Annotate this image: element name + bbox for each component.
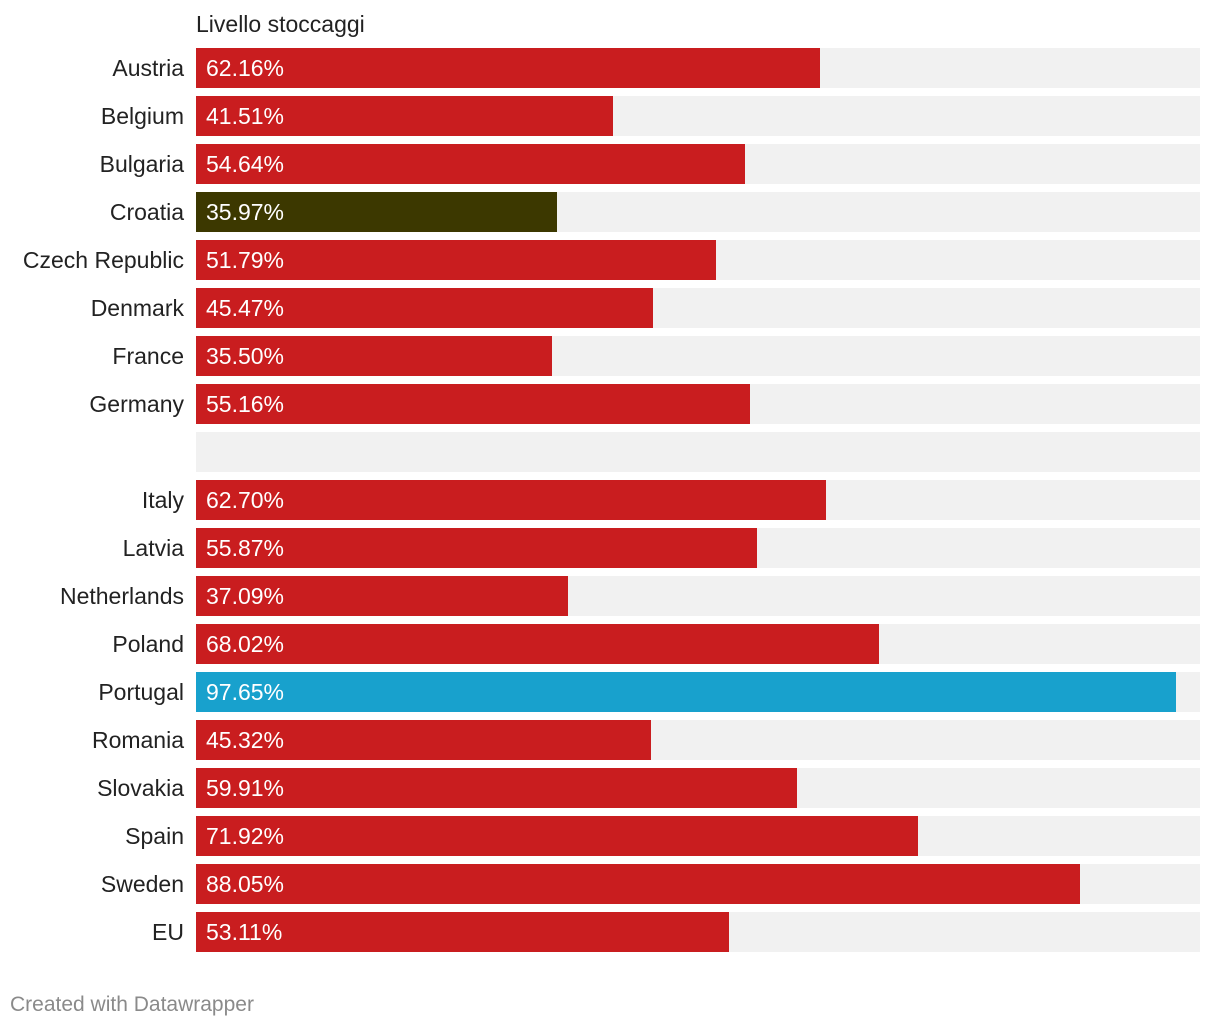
bar-row-netherlands: Netherlands 37.09% (0, 576, 1220, 616)
bar-row-latvia: Latvia 55.87% (0, 528, 1220, 568)
bar (196, 672, 1176, 712)
bar-track: 68.02% (196, 624, 1200, 664)
bar-value-label: 35.50% (206, 343, 285, 369)
row-label: EU (152, 919, 184, 945)
bar-row-germany: Germany 55.16% (0, 384, 1220, 424)
bar-row-portugal: Portugal 97.65% (0, 672, 1220, 712)
bar-track: 62.70% (196, 480, 1200, 520)
bar-value-label: 45.32% (206, 727, 285, 753)
bar-track: 53.11% (196, 912, 1200, 952)
row-label: Latvia (122, 535, 184, 561)
bar-track: 54.64% (196, 144, 1200, 184)
bar-track: 51.79% (196, 240, 1200, 280)
bar-row-bulgaria: Bulgaria 54.64% (0, 144, 1220, 184)
bar (196, 48, 820, 88)
bar-row-empty (0, 432, 1220, 472)
bar-value-label: 62.70% (206, 487, 285, 513)
bar-value-label: 35.97% (206, 199, 285, 225)
row-label: Belgium (100, 103, 184, 129)
bar-track: 59.91% (196, 768, 1200, 808)
bar-row-czech-republic: Czech Republic 51.79% (0, 240, 1220, 280)
bar-value-label: 55.87% (206, 535, 285, 561)
bar-value-label: 54.64% (206, 151, 285, 177)
bar-row-poland: Poland 68.02% (0, 624, 1220, 664)
bar (196, 768, 797, 808)
bar-value-label: 88.05% (206, 871, 285, 897)
bar (196, 720, 651, 760)
bar-value-label: 41.51% (206, 103, 285, 129)
row-label: Austria (112, 55, 184, 81)
row-label: Netherlands (59, 583, 184, 609)
bar (196, 144, 745, 184)
bar-track: 55.87% (196, 528, 1200, 568)
bar (196, 480, 826, 520)
bar (196, 528, 757, 568)
bar (196, 288, 653, 328)
bar-row-sweden: Sweden 88.05% (0, 864, 1220, 904)
row-label: Spain (125, 823, 184, 849)
bar-value-label: 68.02% (206, 631, 285, 657)
bar (196, 912, 729, 952)
row-label: Slovakia (97, 775, 184, 801)
bar-row-slovakia: Slovakia 59.91% (0, 768, 1220, 808)
bar-track: 71.92% (196, 816, 1200, 856)
row-label: France (112, 343, 184, 369)
row-label: Denmark (90, 295, 184, 321)
bar-row-romania: Romania 45.32% (0, 720, 1220, 760)
bar-track: 97.65% (196, 672, 1200, 712)
bar (196, 96, 613, 136)
row-label: Czech Republic (22, 247, 184, 273)
bar (196, 624, 879, 664)
bar-track: 45.32% (196, 720, 1200, 760)
row-label: Sweden (100, 871, 184, 897)
bar (196, 336, 552, 376)
bar-value-label: 71.92% (206, 823, 285, 849)
row-label: Poland (112, 631, 184, 657)
bar-value-label: 53.11% (206, 919, 283, 945)
bar-track: 41.51% (196, 96, 1200, 136)
row-label: Portugal (98, 679, 184, 705)
row-label: Croatia (109, 199, 184, 225)
bar-row-france: France 35.50% (0, 336, 1220, 376)
bar-row-spain: Spain 71.92% (0, 816, 1220, 856)
bar-row-italy: Italy 62.70% (0, 480, 1220, 520)
bar-value-label: 37.09% (206, 583, 285, 609)
bar (196, 576, 568, 616)
bar-track: 88.05% (196, 864, 1200, 904)
bar (196, 816, 918, 856)
bar-track: 62.16% (196, 48, 1200, 88)
bar-value-label: 59.91% (206, 775, 285, 801)
bar-track: 35.50% (196, 336, 1200, 376)
bar (196, 192, 557, 232)
bar-track: 37.09% (196, 576, 1200, 616)
bar-value-label: 97.65% (206, 679, 285, 705)
bar-row-austria: Austria 62.16% (0, 48, 1220, 88)
bar-value-label: 62.16% (206, 55, 285, 81)
bar-track (196, 432, 1200, 472)
row-label: Italy (141, 487, 184, 513)
bar-track: 45.47% (196, 288, 1200, 328)
bar (196, 384, 750, 424)
bar-row-denmark: Denmark 45.47% (0, 288, 1220, 328)
bar-row-belgium: Belgium 41.51% (0, 96, 1220, 136)
row-label: Bulgaria (99, 151, 184, 177)
bar-row-eu: EU 53.11% (0, 912, 1220, 952)
bar-value-label: 51.79% (206, 247, 285, 273)
bar-track: 35.97% (196, 192, 1200, 232)
bar (196, 864, 1080, 904)
bar (196, 240, 716, 280)
row-label: Germany (89, 391, 184, 417)
bar-value-label: 55.16% (206, 391, 285, 417)
bar-row-croatia: Croatia 35.97% (0, 192, 1220, 232)
bar-track: 55.16% (196, 384, 1200, 424)
row-label: Romania (91, 727, 184, 753)
bar-value-label: 45.47% (206, 295, 285, 321)
column-header: Livello stoccaggi (196, 11, 365, 37)
datawrapper-credit: Created with Datawrapper (10, 993, 254, 1016)
